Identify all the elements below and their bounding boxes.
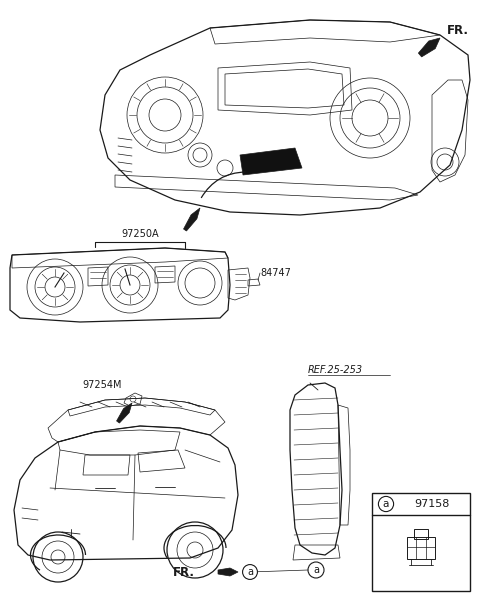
Bar — [414, 529, 428, 539]
Bar — [407, 537, 435, 559]
Polygon shape — [218, 568, 238, 576]
Text: FR.: FR. — [447, 23, 469, 36]
Text: a: a — [247, 567, 253, 577]
Polygon shape — [117, 403, 132, 423]
Polygon shape — [419, 38, 440, 57]
Polygon shape — [240, 148, 302, 175]
Text: FR.: FR. — [173, 565, 195, 578]
Text: 84747: 84747 — [260, 268, 291, 278]
Text: a: a — [313, 565, 319, 575]
Text: a: a — [383, 499, 389, 509]
Text: REF.25-253: REF.25-253 — [308, 365, 363, 375]
Text: 97158: 97158 — [414, 499, 450, 509]
Bar — [372, 493, 470, 591]
Polygon shape — [183, 208, 200, 231]
Text: 97250A: 97250A — [121, 229, 159, 239]
Text: 97254M: 97254M — [82, 380, 121, 390]
